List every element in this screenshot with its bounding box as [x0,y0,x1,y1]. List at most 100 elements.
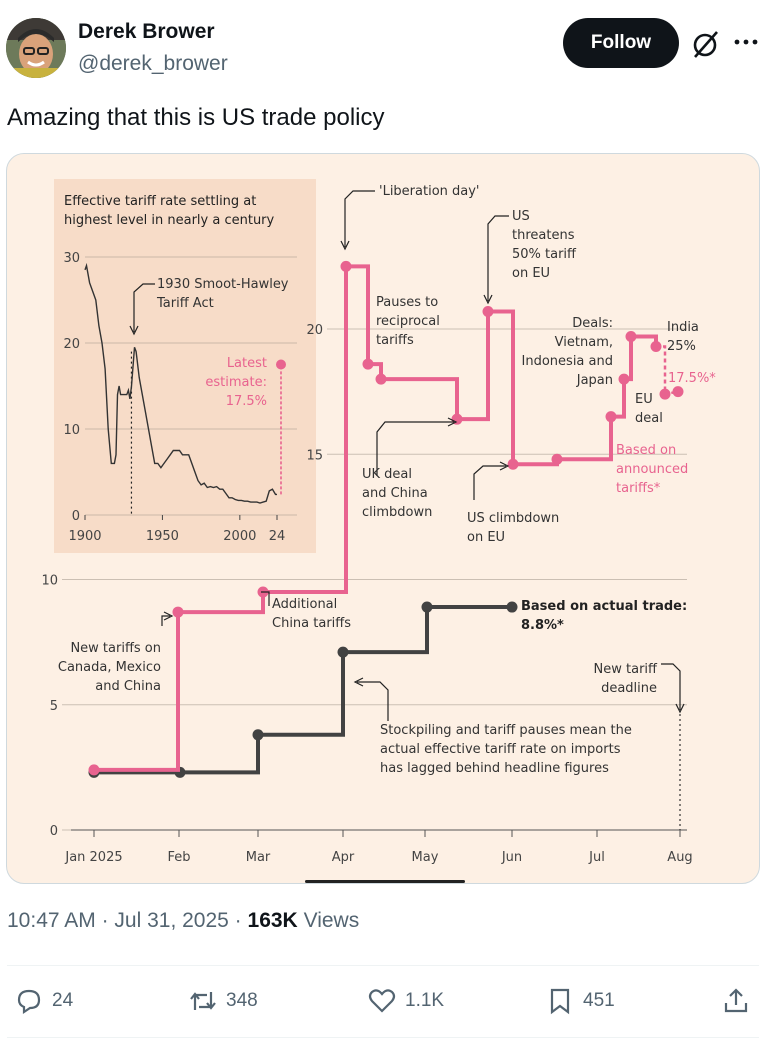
main-x-tick: Feb [167,850,190,865]
label-new-tariffs: New tariffs on Canada, Mexico and China [58,641,161,694]
liberation-arrow [340,240,350,251]
label-us-climbdown: US climbdown on EU [467,511,559,545]
retweet-count: 348 [226,990,258,1011]
main-x-tick: Apr [332,850,355,865]
announced-tariffs-point [88,764,100,776]
latest-estimate-label: Latest estimate: 17.5% [205,356,267,409]
label-additional-china: Additional China tariffs [272,597,351,631]
announced-tariffs-point [551,453,563,465]
like-count: 1.1K [405,990,445,1011]
additional-china-leader [261,591,270,606]
inset-y-tick: 20 [63,337,80,352]
more-icon[interactable] [732,28,760,56]
announced-tariffs-point [507,458,519,470]
actual-trade-line [94,605,512,775]
label-actual-legend: Based on actual trade: 8.8%* [521,599,687,633]
main-y-tick: 0 [50,824,58,839]
announced-tariffs-point [451,413,463,425]
label-uk-deal: UK deal and China climbdown [362,467,432,520]
tweet-media-chart[interactable]: Effective tariff rate settling at highest… [6,153,760,884]
bookmark-count: 451 [583,990,615,1011]
label-us-threatens: US threatens 50% tariff on EU [512,209,577,281]
main-y-tick: 10 [41,574,58,589]
label-announced-legend: Based on announced tariffs* [616,443,688,496]
smoot-hawley-arrow [129,325,139,336]
divider-bottom [7,1037,759,1038]
tweet-meta: 10:47 AM · Jul 31, 2025 · 163K Views [7,909,359,933]
climbdown-leader [473,465,506,500]
author-name[interactable]: Derek Brower [78,20,215,43]
announced-tariffs-point [625,331,637,343]
main-y-tick: 5 [50,699,58,714]
bookmark-icon [550,988,570,1015]
stockpiling-leader [357,681,389,721]
inset-x-tick: 1950 [146,529,179,544]
announced-tariffs-point [482,305,494,317]
label-current: 17.5%* [668,371,716,386]
label-stockpiling: Stockpiling and tariff pauses mean the ac… [380,723,632,776]
label-deals: Deals: Vietnam, Indonesia and Japan [522,316,613,388]
deadline-leader [661,663,681,710]
bookmark-button[interactable]: 451 [545,985,615,1017]
retweet-button[interactable]: 348 [188,985,258,1017]
inset-x-tick: 2000 [223,529,256,544]
share-button[interactable] [721,985,751,1017]
follow-button[interactable]: Follow [563,18,679,68]
inset-latest-dot [276,359,286,370]
meta-sep-1: · [95,909,115,932]
liberation-leader [344,190,375,247]
actual-trade-point [506,601,518,613]
threat-arrow [483,294,493,305]
announced-tariffs-projection [656,345,679,396]
main-x-tick: Jun [501,850,522,865]
inset-y-tick: 0 [72,509,80,524]
deadline-arrow [675,703,685,714]
reply-button[interactable]: 24 [14,985,73,1017]
inset-title-line1: Effective tariff rate settling at highest… [64,194,275,228]
like-icon [368,989,396,1013]
threat-leader [487,215,509,301]
announced-tariffs-point [659,388,671,400]
smoot-hawley-label: 1930 Smoot-Hawley Tariff Act [156,277,289,311]
inset-panel [54,179,316,553]
avatar-photo [6,18,66,78]
announced-tariffs-line [94,264,658,772]
tweet-time[interactable]: 10:47 AM [7,909,96,932]
announced-tariffs-point [605,411,617,423]
like-button[interactable]: 1.1K [367,985,444,1017]
actual-trade-point [337,646,349,658]
actual-trade-point [421,601,433,613]
views-count: 163K [247,909,298,932]
new-tariffs-arrow [163,611,174,621]
reply-count: 24 [52,990,74,1011]
share-icon [724,988,748,1013]
uk-leader [376,421,454,476]
label-pauses: Pauses to reciprocal tariffs [376,295,440,348]
uk-arrow [447,417,458,427]
reply-icon [17,989,41,1015]
new-tariffs-leader [161,615,170,626]
label-deadline: New tariff deadline [594,662,659,696]
label-eu-deal: EU deal [635,392,663,426]
retweet-icon [190,992,216,1010]
stockpiling-arrow [353,677,364,687]
announced-tariffs-point [672,386,684,398]
main-x-tick: Aug [667,850,692,865]
main-y-tick: 15 [306,448,323,463]
grok-icon[interactable] [690,28,722,60]
climbdown-arrow [499,461,510,471]
avatar[interactable] [6,18,66,78]
announced-tariffs-point [362,358,374,370]
tweet-date[interactable]: Jul 31, 2025 [114,909,229,932]
author-handle[interactable]: @derek_brower [78,52,228,75]
actual-trade-point [252,729,264,741]
inset-x-tick: 24 [269,529,286,544]
views-label: Views [303,909,360,932]
label-india: India 25% [667,320,699,354]
announced-tariffs-point [650,341,662,353]
inset-x-tick: 1900 [68,529,101,544]
announced-tariffs-point [340,260,352,272]
main-x-tick: Jan 2025 [64,850,122,865]
main-x-tick: Mar [246,850,271,865]
announced-tariffs-point [618,373,630,385]
